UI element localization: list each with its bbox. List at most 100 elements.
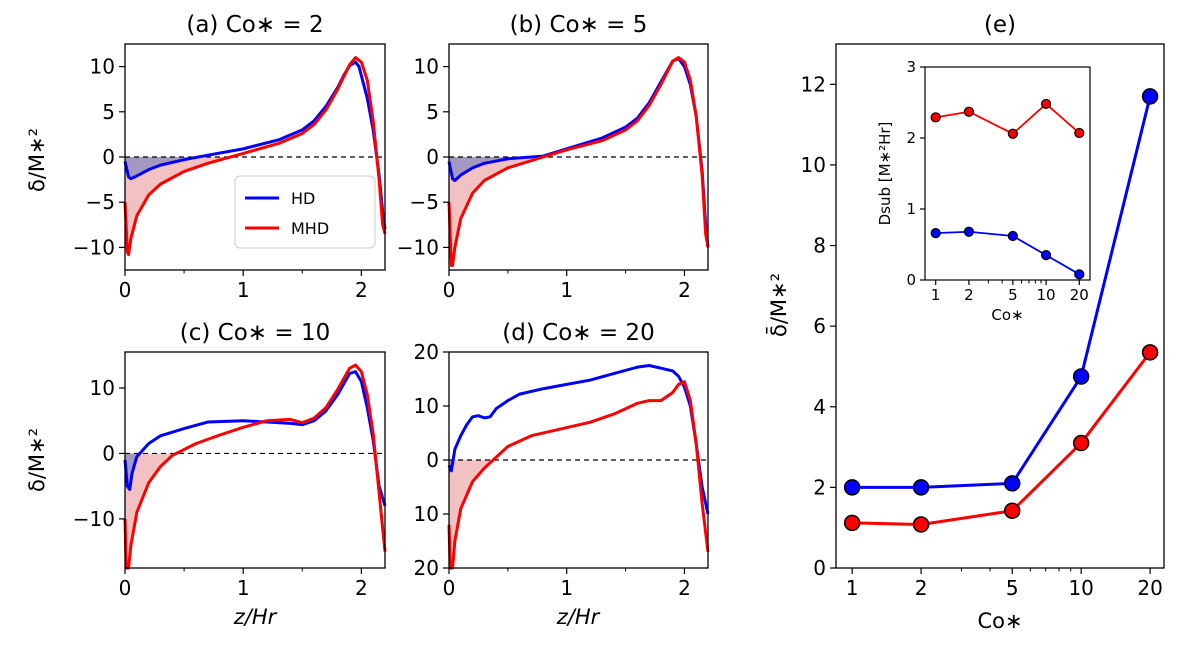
y-tick-label: 0 — [426, 448, 439, 472]
mhd-curve — [447, 56, 710, 267]
y-tick-label: 5 — [102, 100, 115, 124]
x-tick-label: 2 — [915, 576, 928, 600]
x-tick-label: 1 — [237, 576, 250, 600]
y-tick-label: 20 — [414, 556, 439, 580]
mhd-point — [1072, 434, 1090, 452]
y-tick-label: −5 — [410, 190, 439, 214]
y-tick-label: 0 — [102, 145, 115, 169]
x-tick-label: 10 — [1068, 576, 1093, 600]
inset-hd-point — [1040, 250, 1052, 261]
x-tick-label: 0 — [119, 576, 132, 600]
hd-negative-shade — [125, 157, 199, 179]
mhd-point — [1003, 502, 1021, 520]
y-tick-label: 0 — [102, 441, 115, 465]
y-tick-label: −10 — [73, 235, 115, 259]
mhd-curve — [852, 351, 1152, 526]
mhd-curve — [447, 380, 710, 570]
x-tick-label: 20 — [1070, 286, 1089, 304]
mhd-negative-shade — [125, 453, 177, 568]
y-tick-label: 3 — [906, 58, 916, 76]
y-tick-label: 12 — [801, 72, 826, 96]
y-tick-label: 10 — [414, 502, 439, 526]
x-axis-label: z/Hr — [556, 605, 601, 629]
x-tick-label: 2 — [355, 278, 368, 302]
hd-point — [912, 479, 930, 496]
hd-point — [1072, 368, 1090, 385]
panel-title: (c) Co∗ = 10 — [180, 320, 330, 346]
x-axis-label: Co∗ — [977, 609, 1022, 633]
y-axis-label: δ/M∗² — [25, 428, 49, 492]
x-tick-label: 1 — [237, 278, 250, 302]
x-tick-label: 2 — [355, 576, 368, 600]
inset-y-axis-label: Dsub [M∗²Hr] — [876, 122, 894, 226]
inset-mhd-point — [1040, 98, 1052, 110]
y-tick-label: 10 — [801, 153, 826, 177]
legend-mhd-label: MHD — [291, 219, 329, 238]
plot-frame — [124, 351, 386, 569]
y-axis-label: δ/M∗² — [25, 128, 49, 192]
panel-title: (b) Co∗ = 5 — [510, 12, 648, 38]
x-tick-label: 10 — [1037, 286, 1056, 304]
y-tick-label: 0 — [813, 556, 826, 580]
inset-hd-point — [930, 228, 941, 239]
x-tick-label: 0 — [443, 576, 456, 600]
mhd-point — [843, 514, 861, 532]
legend-box — [234, 175, 376, 249]
x-tick-label: 20 — [1137, 576, 1162, 600]
x-tick-label: 2 — [964, 286, 974, 304]
y-tick-label: 20 — [414, 340, 439, 364]
inset-frame — [924, 66, 1091, 281]
y-tick-label: 6 — [813, 314, 826, 338]
y-tick-label: −10 — [397, 235, 439, 259]
x-axis-label: z/Hr — [233, 605, 278, 629]
inset-hd-point — [963, 226, 975, 237]
x-tick-label: 1 — [560, 576, 573, 600]
y-tick-label: 10 — [414, 394, 439, 418]
x-tick-label: 2 — [678, 278, 691, 302]
inset-mhd-point — [963, 106, 975, 117]
panel-title: (d) Co∗ = 20 — [502, 320, 654, 346]
mhd-curve — [123, 363, 387, 570]
inset-hd-point — [1007, 230, 1018, 242]
mhd-point — [912, 516, 930, 533]
mhd-negative-shade — [449, 157, 544, 266]
hd-point — [1003, 475, 1021, 492]
hd-curve — [447, 364, 710, 515]
x-tick-label: 5 — [1006, 576, 1019, 600]
inset-mhd-point — [930, 112, 941, 123]
y-tick-label: 10 — [90, 55, 115, 79]
mhd-curve — [123, 56, 387, 257]
hd-curve — [123, 60, 387, 230]
hd-point — [843, 479, 861, 496]
mhd-point — [1141, 344, 1159, 361]
x-tick-label: 1 — [846, 576, 859, 600]
panel-title: (e) — [984, 12, 1016, 38]
hd-curve — [447, 56, 710, 248]
y-tick-label: 2 — [813, 475, 826, 499]
y-tick-label: 0 — [906, 271, 916, 289]
x-tick-label: 2 — [678, 576, 691, 600]
inset-hd-point — [1074, 269, 1085, 280]
y-tick-label: 8 — [813, 234, 826, 258]
inset-x-axis-label: Co∗ — [991, 306, 1023, 324]
y-tick-label: 2 — [906, 129, 916, 147]
y-tick-label: 4 — [813, 395, 826, 419]
mhd-negative-shade — [125, 157, 231, 253]
hd-curve — [123, 370, 387, 507]
y-tick-label: 1 — [906, 200, 916, 218]
y-tick-label: 5 — [426, 100, 439, 124]
hd-negative-shade — [449, 157, 532, 181]
panel-title: (a) Co∗ = 2 — [186, 12, 323, 38]
hd-point — [1141, 88, 1159, 105]
y-tick-label: −5 — [86, 190, 115, 214]
legend-hd-label: HD — [291, 189, 315, 208]
x-tick-label: 5 — [1008, 286, 1018, 304]
x-tick-label: 1 — [931, 286, 941, 304]
y-tick-label: −10 — [73, 507, 115, 531]
y-tick-label: 10 — [414, 55, 439, 79]
x-tick-label: 0 — [119, 278, 132, 302]
inset-mhd-point — [1007, 128, 1018, 139]
x-tick-label: 0 — [443, 278, 456, 302]
plot-frame — [835, 43, 1165, 569]
